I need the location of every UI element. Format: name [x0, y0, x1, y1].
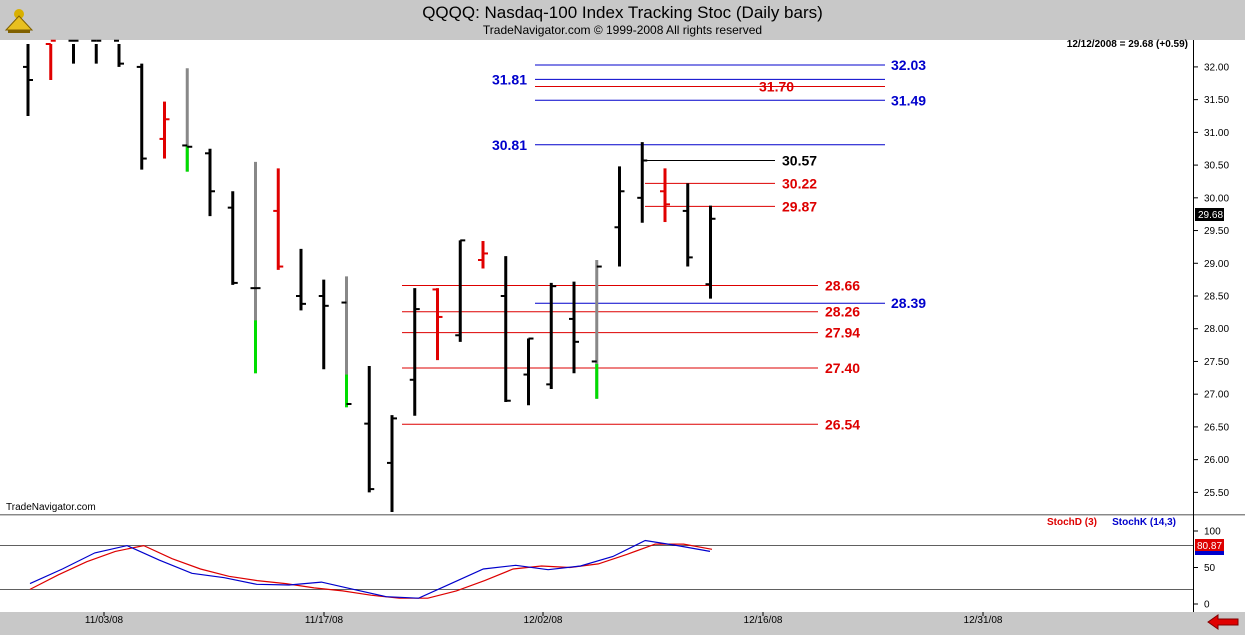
stoch-k-line — [29, 539, 711, 599]
price-bar — [591, 260, 602, 399]
last-price-tag: 29.68 — [1195, 208, 1224, 221]
price-tick-label: 28.50 — [1204, 292, 1229, 303]
price-tick-label: 29.50 — [1204, 226, 1229, 237]
tradenavigator-logo-icon — [2, 2, 36, 36]
level-label-31.81: 31.81 — [492, 71, 527, 87]
price-bar — [614, 166, 625, 267]
price-bar — [91, 39, 102, 64]
level-label-31.49: 31.49 — [891, 92, 926, 108]
date-ticks: 11/03/08 11/17/08 12/02/08 12/16/08 12/31/08 — [85, 612, 1003, 626]
stoch-value-tag: 80.87 — [1195, 539, 1224, 555]
price-bar — [136, 63, 147, 170]
stochastic-lines — [0, 539, 1193, 599]
watermark-text: TradeNavigator.com — [6, 502, 96, 513]
price-bar — [159, 101, 170, 159]
last-price-value: 29.68 — [1198, 210, 1223, 221]
date-axis — [0, 612, 1245, 631]
price-tick-label: 28.00 — [1204, 324, 1229, 335]
indicator-tick-label: 100 — [1204, 527, 1221, 538]
price-tick-label: 26.50 — [1204, 422, 1229, 433]
price-bar — [523, 337, 534, 406]
level-label-28.26: 28.26 — [825, 304, 860, 320]
price-bar — [478, 241, 488, 269]
stoch-d-legend: StochD (3) — [1047, 517, 1097, 528]
price-tick-label: 29.00 — [1204, 259, 1229, 270]
level-label-29.87: 29.87 — [782, 198, 817, 214]
price-bar — [318, 279, 329, 370]
price-tick-label: 32.00 — [1204, 62, 1229, 73]
level-label-28.66: 28.66 — [825, 278, 860, 294]
level-label-32.03: 32.03 — [891, 57, 926, 73]
price-bar — [387, 415, 397, 512]
indicator-y-ticks: 100 50 0 — [1193, 527, 1221, 611]
price-bar — [455, 239, 466, 342]
date-tick-label: 11/17/08 — [305, 615, 344, 626]
price-bar — [182, 68, 193, 172]
level-lines: 32.03 31.81 31.70 31.49 30.81 30.57 30.22 29.87… — [402, 57, 926, 432]
price-bar — [68, 39, 79, 64]
price-bar — [660, 168, 670, 223]
date-tick-label: 12/02/08 — [524, 615, 563, 626]
price-bar — [296, 248, 306, 311]
chart-title: QQQQ: Nasdaq-100 Index Tracking Stoc (Da… — [422, 3, 823, 22]
indicator-tick-label: 0 — [1204, 600, 1210, 611]
price-tick-label: 25.50 — [1204, 488, 1229, 499]
price-tick-label: 30.00 — [1204, 193, 1229, 204]
stoch-d-line — [29, 543, 713, 599]
price-bar — [205, 148, 215, 217]
price-bar — [273, 168, 284, 270]
price-tick-label: 31.50 — [1204, 95, 1229, 106]
price-tick-label: 27.50 — [1204, 357, 1229, 368]
indicator-tick-label: 50 — [1204, 563, 1216, 574]
copyright-text: TradeNavigator.com © 1999-2008 All right… — [482, 23, 763, 37]
level-label-27.40: 27.40 — [825, 360, 860, 376]
price-bar — [114, 39, 124, 67]
price-tick-label: 31.00 — [1204, 128, 1229, 139]
price-bar — [409, 288, 420, 416]
date-tick-label: 11/03/08 — [85, 615, 124, 626]
price-bar — [705, 205, 716, 299]
level-label-31.70: 31.70 — [759, 79, 794, 95]
price-tick-label: 26.00 — [1204, 455, 1229, 466]
price-tick-label: 30.50 — [1204, 161, 1229, 172]
level-label-28.39: 28.39 — [891, 295, 926, 311]
price-bar — [23, 44, 33, 116]
level-label-27.94: 27.94 — [825, 325, 860, 341]
date-tick-label: 12/16/08 — [744, 615, 783, 626]
scroll-left-button[interactable] — [1206, 614, 1240, 630]
price-bar — [227, 191, 238, 285]
price-bar — [45, 39, 56, 80]
level-label-30.22: 30.22 — [782, 175, 817, 191]
last-quote-text: 12/12/2008 = 29.68 (+0.59) — [1067, 39, 1188, 50]
price-bar — [546, 282, 557, 389]
price-bar — [432, 288, 443, 361]
header-bar: QQQQ: Nasdaq-100 Index Tracking Stoc (Da… — [0, 0, 1245, 40]
left-arrow-icon — [1207, 614, 1239, 630]
stoch-value-text: 80.87 — [1197, 541, 1222, 552]
indicator-axis[interactable] — [1193, 516, 1245, 612]
price-tick-label: 27.00 — [1204, 390, 1229, 401]
price-bars — [23, 39, 716, 512]
price-bar — [250, 161, 261, 374]
price-bar — [637, 142, 648, 223]
date-tick-label: 12/31/08 — [964, 615, 1003, 626]
level-label-30.81: 30.81 — [492, 137, 527, 153]
price-bar — [341, 276, 352, 408]
price-bar — [500, 256, 511, 403]
price-bar — [364, 366, 375, 493]
price-bar — [569, 281, 579, 374]
stoch-k-legend: StochK (14,3) — [1112, 517, 1176, 528]
level-label-30.57: 30.57 — [782, 153, 817, 169]
price-bar — [682, 183, 693, 267]
price-y-ticks: 32.00 31.50 31.00 30.50 30.00 29.50 29.00 28.50… — [1193, 62, 1229, 499]
price-axis[interactable] — [1193, 40, 1245, 514]
level-label-26.54: 26.54 — [825, 416, 860, 432]
